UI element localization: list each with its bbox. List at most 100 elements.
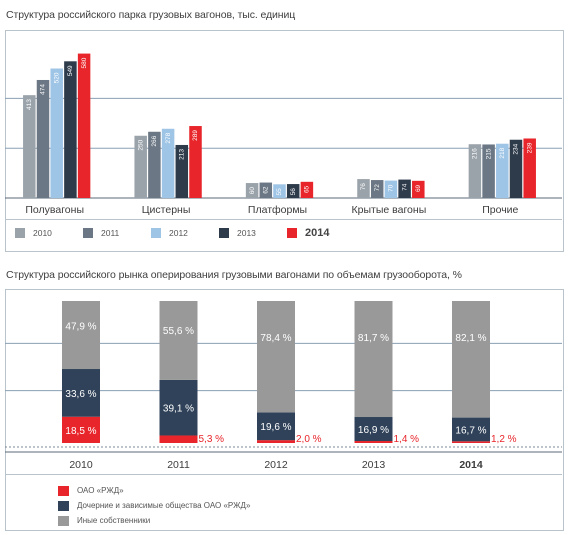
- bar: [245, 183, 259, 198]
- legend-label-2010: 2010: [33, 228, 52, 238]
- category-tick-label: 2014: [459, 459, 483, 471]
- segment-data-label: 47,9 %: [65, 322, 96, 333]
- bar-segment: [257, 440, 295, 443]
- legend2-item-subsidiaries: Дочерние и зависимые общества ОАО «РЖД»: [58, 498, 250, 513]
- segment-data-label: 81,7 %: [358, 333, 389, 344]
- legend2-label-rzd: ОАО «РЖД»: [77, 486, 124, 495]
- legend-swatch-2014: [287, 228, 297, 238]
- bar: [286, 184, 300, 198]
- segment-data-label: 1,2 %: [491, 434, 517, 445]
- bar-segment: [354, 301, 393, 418]
- bar-data-label: 520: [53, 72, 60, 83]
- segment-data-label: 39,1 %: [163, 404, 194, 415]
- bar-segment: [452, 417, 490, 442]
- bar-data-label: 55: [276, 188, 283, 196]
- bar-data-label: 60: [249, 187, 256, 195]
- bar-data-label: 215: [485, 148, 492, 159]
- bar: [64, 61, 77, 199]
- bar-segment: [452, 441, 490, 443]
- bar-data-label: 234: [513, 143, 520, 154]
- legend-swatch-2013: [219, 228, 229, 238]
- bar: [189, 126, 202, 198]
- legend-item-2013: 2013: [219, 227, 287, 239]
- bar: [77, 53, 91, 198]
- bar-segment: [159, 435, 198, 443]
- legend-swatch-2011: [83, 228, 93, 238]
- legend-item-2014: 2014: [287, 227, 355, 239]
- bar: [50, 68, 63, 199]
- legend2-label-subsidiaries: Дочерние и зависимые общества ОАО «РЖД»: [77, 501, 251, 510]
- bar-data-label: 62: [263, 186, 270, 194]
- bar-segment: [452, 301, 490, 418]
- segment-data-label: 78,4 %: [260, 333, 291, 344]
- segment-data-label: 16,7 %: [455, 425, 486, 436]
- bar-data-label: 474: [40, 84, 47, 95]
- bar-data-label: 56: [290, 188, 297, 196]
- bar-data-label: 69: [415, 184, 422, 192]
- legend2-swatch-others: [58, 515, 69, 526]
- bar: [36, 79, 50, 198]
- bar: [148, 131, 161, 198]
- chart1-frame: [5, 30, 564, 252]
- legend2-item-others: Иные собственники: [58, 513, 250, 528]
- legend-swatch-2010: [15, 228, 25, 238]
- legend-label-2014: 2014: [305, 227, 330, 239]
- bar: [412, 180, 425, 198]
- legend2-swatch-subsidiaries: [58, 500, 69, 511]
- bar-segment: [354, 417, 393, 442]
- bar: [357, 179, 370, 198]
- bar: [175, 144, 189, 198]
- segment-data-label: 82,1 %: [455, 333, 486, 344]
- bar-segment: [257, 412, 295, 441]
- bar-data-label: 74: [401, 183, 408, 191]
- segment-data-label: 16,9 %: [358, 425, 389, 436]
- legend-item-2010: 2010: [15, 227, 83, 239]
- legend-item-2011: 2011: [83, 227, 151, 239]
- bar: [482, 144, 495, 198]
- segment-data-label: 2,0 %: [296, 434, 322, 445]
- chart1-title: Структура российского парка грузовых ваг…: [6, 9, 296, 21]
- bar-segment: [159, 301, 198, 380]
- bar-segment: [257, 301, 295, 413]
- bar-data-label: 65: [304, 185, 311, 193]
- legend-item-2012: 2012: [151, 227, 219, 239]
- legend-label-2011: 2011: [101, 228, 120, 238]
- segment-data-label: 33,6 %: [65, 389, 96, 400]
- bar-data-label: 266: [151, 135, 158, 146]
- bar: [384, 180, 398, 198]
- legend2-item-rzd: ОАО «РЖД»: [58, 483, 250, 498]
- bar: [273, 184, 286, 198]
- category-tick-label: Полувагоны: [25, 204, 84, 216]
- bar-segment: [62, 369, 100, 417]
- bar-data-label: 413: [26, 99, 33, 110]
- bar-data-label: 213: [179, 149, 186, 160]
- legend-swatch-2012: [151, 228, 161, 238]
- legend2-swatch-rzd: [58, 485, 69, 496]
- chart1-legend-divider: [5, 219, 562, 220]
- bar: [259, 182, 273, 198]
- category-tick-label: Цистерны: [142, 204, 191, 216]
- category-tick-label: 2013: [362, 459, 386, 471]
- segment-data-label: 19,6 %: [260, 422, 291, 433]
- legend2-label-others: Иные собственники: [77, 516, 151, 525]
- bar: [468, 144, 482, 198]
- chart2-legend: ОАО «РЖД» Дочерние и зависимые общества …: [58, 483, 250, 528]
- bar: [134, 135, 147, 198]
- segment-data-label: 1,4 %: [394, 434, 420, 445]
- bar: [23, 95, 36, 198]
- category-tick-label: 2012: [264, 459, 288, 471]
- chart2-legend-divider: [5, 474, 562, 475]
- bar-segment: [62, 416, 100, 443]
- segment-data-label: 5,3 %: [199, 434, 225, 445]
- segment-data-label: 55,6 %: [163, 326, 194, 337]
- bar-segment: [354, 441, 393, 443]
- bar-data-label: 250: [137, 139, 144, 150]
- bar-segment: [159, 379, 198, 436]
- bar-data-label: 289: [192, 130, 199, 141]
- bar: [300, 181, 314, 198]
- bar: [509, 139, 523, 198]
- bar-data-label: 549: [67, 65, 74, 76]
- category-tick-label: 2011: [167, 459, 190, 471]
